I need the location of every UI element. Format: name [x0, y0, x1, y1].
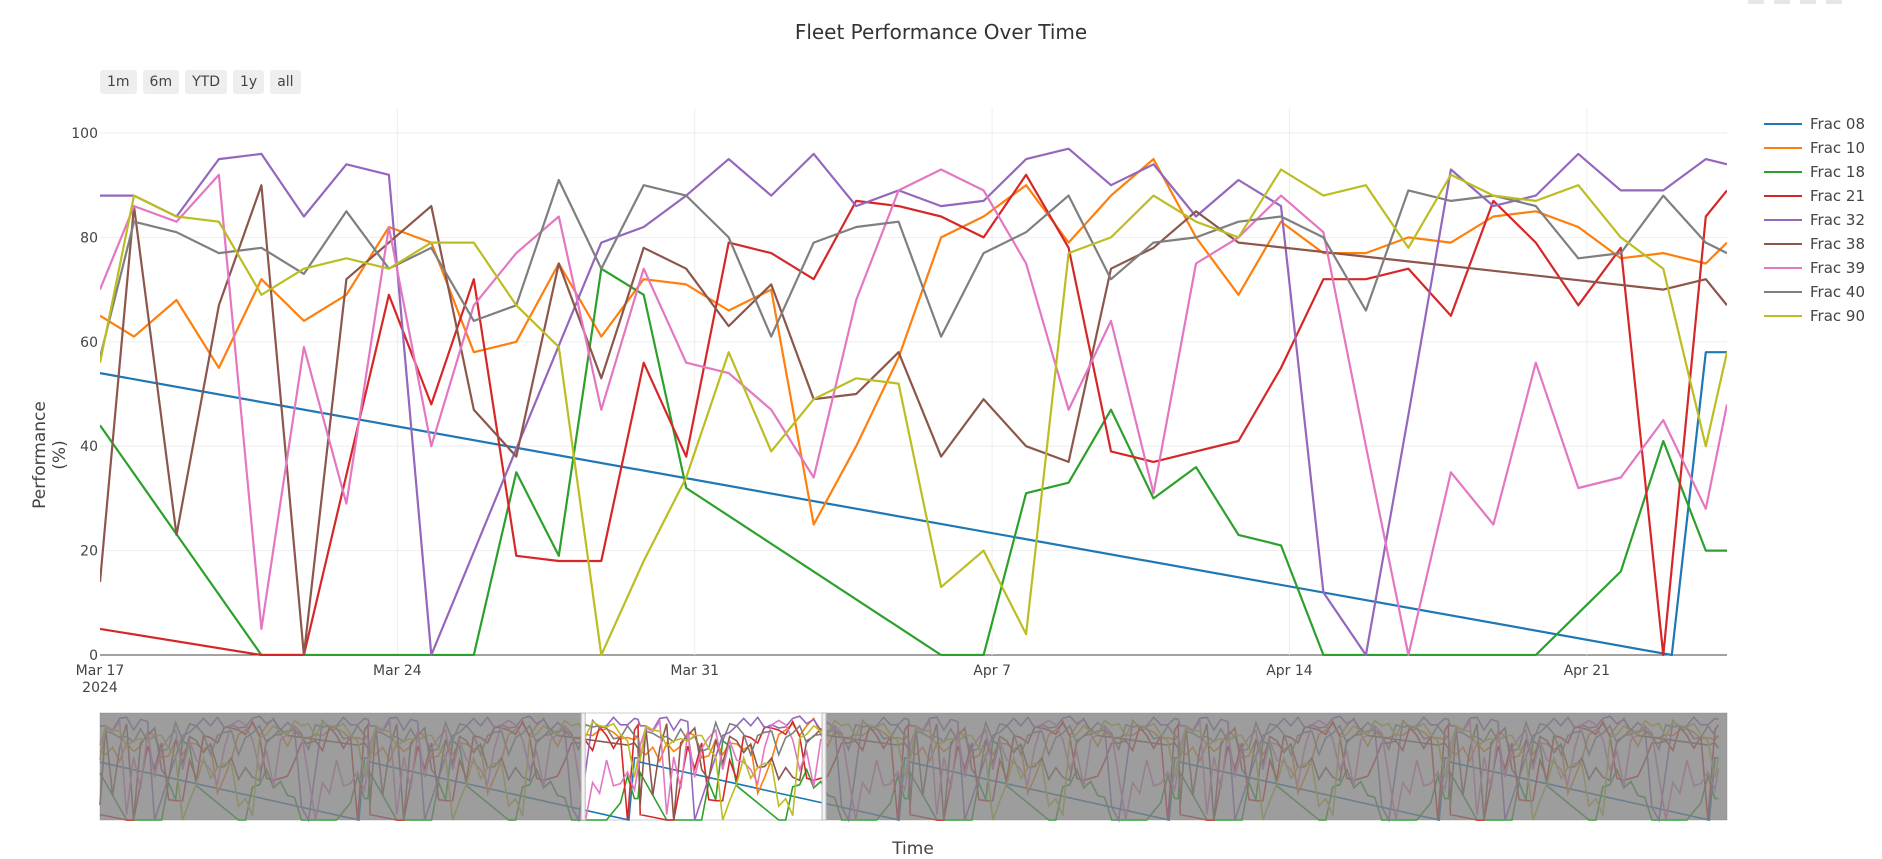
legend-item[interactable]: Frac 32: [1764, 208, 1865, 232]
axes: 0 20 40 60 80 100 Mar 17 Mar 24 Mar 31 Apr 7 Apr 1…: [71, 126, 1610, 696]
legend-label: Frac 40: [1810, 283, 1865, 301]
range-selector: 1m 6m YTD 1y all: [100, 70, 301, 94]
y-axis-title: Performance (%): [30, 401, 70, 509]
legend-label: Frac 21: [1810, 187, 1865, 205]
legend-label: Frac 10: [1810, 139, 1865, 157]
legend-item[interactable]: Frac 90: [1764, 304, 1865, 328]
series-line-frac-08[interactable]: [100, 351, 1727, 656]
legend-swatch: [1764, 147, 1802, 149]
range-slider-mask-right: [824, 713, 1727, 820]
x-tick-label: Mar 31: [670, 663, 719, 679]
range-button-ytd[interactable]: YTD: [185, 70, 227, 94]
legend-swatch: [1764, 171, 1802, 173]
series-line-frac-39[interactable]: [100, 168, 1727, 656]
y-tick-label: 80: [80, 230, 98, 246]
legend-swatch: [1764, 195, 1802, 197]
legend-item[interactable]: Frac 10: [1764, 136, 1865, 160]
zoom-icon[interactable]: [1774, 0, 1790, 4]
legend-label: Frac 18: [1810, 163, 1865, 181]
series-lines: [100, 147, 1727, 656]
series-line-frac-90[interactable]: [100, 168, 1727, 656]
range-slider[interactable]: [99, 712, 1728, 823]
x-tick-label: Mar 17: [76, 663, 125, 679]
legend-item[interactable]: Frac 38: [1764, 232, 1865, 256]
x-tick-label: Apr 7: [973, 663, 1011, 679]
range-slider-handle-left[interactable]: [580, 712, 586, 821]
modebar[interactable]: [1748, 0, 1842, 4]
series-line-frac-38[interactable]: [100, 184, 1727, 656]
y-tick-label: 60: [80, 335, 98, 351]
x-tick-label: Mar 24: [373, 663, 422, 679]
range-button-1y[interactable]: 1y: [232, 70, 265, 94]
legend-swatch: [1764, 219, 1802, 221]
series-line-frac-21[interactable]: [100, 173, 1727, 656]
y-tick-label: 40: [80, 439, 98, 455]
legend-label: Frac 90: [1810, 307, 1865, 325]
pan-icon[interactable]: [1800, 0, 1816, 4]
x-year-label: 2024: [82, 680, 118, 696]
legend-label: Frac 08: [1810, 115, 1865, 133]
series-line-frac-18[interactable]: [100, 267, 1727, 656]
x-tick-label: Apr 14: [1266, 663, 1313, 679]
legend-swatch: [1764, 123, 1802, 125]
range-button-6m[interactable]: 6m: [142, 70, 180, 94]
home-icon[interactable]: [1826, 0, 1842, 4]
range-button-1m[interactable]: 1m: [100, 70, 137, 94]
legend-swatch: [1764, 267, 1802, 269]
y-tick-label: 100: [71, 126, 98, 142]
range-slider-handle-right[interactable]: [821, 712, 827, 821]
range-button-all[interactable]: all: [270, 70, 301, 94]
range-slider-mask-left: [100, 713, 584, 820]
camera-icon[interactable]: [1748, 0, 1764, 4]
legend-item[interactable]: Frac 40: [1764, 280, 1865, 304]
legend-swatch: [1764, 315, 1802, 317]
y-tick-label: 0: [89, 648, 98, 664]
legend-item[interactable]: Frac 39: [1764, 256, 1865, 280]
legend-swatch: [1764, 243, 1802, 245]
legend-item[interactable]: Frac 18: [1764, 160, 1865, 184]
series-line-frac-32[interactable]: [100, 147, 1727, 656]
legend-item[interactable]: Frac 21: [1764, 184, 1865, 208]
legend-swatch: [1764, 291, 1802, 293]
legend-label: Frac 39: [1810, 259, 1865, 277]
series-line-frac-40[interactable]: [100, 178, 1727, 358]
y-tick-label: 20: [80, 544, 98, 560]
legend-item[interactable]: Frac 08: [1764, 112, 1865, 136]
legend-label: Frac 38: [1810, 235, 1865, 253]
x-axis-title: Time: [892, 839, 934, 859]
legend: Frac 08 Frac 10 Frac 18 Frac 21 Frac 32 Frac …: [1764, 112, 1865, 328]
legend-label: Frac 32: [1810, 211, 1865, 229]
chart-title: Fleet Performance Over Time: [794, 20, 1088, 44]
x-tick-label: Apr 21: [1564, 663, 1610, 679]
